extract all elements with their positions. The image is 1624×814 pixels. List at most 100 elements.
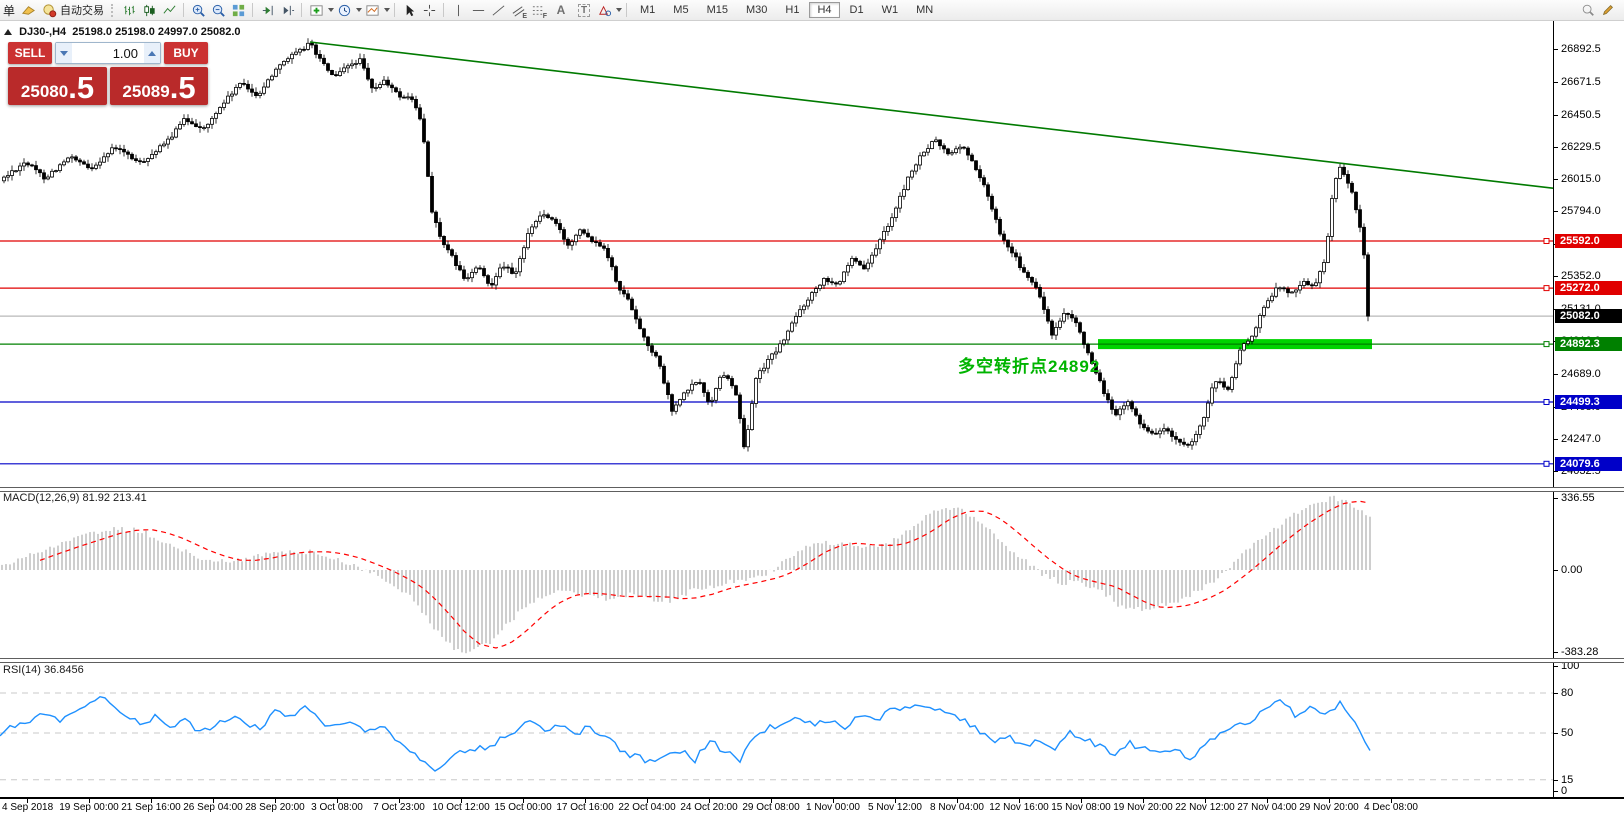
zoom-in-icon[interactable] (189, 1, 207, 19)
timeframe-M15[interactable]: M15 (706, 4, 728, 16)
price-26015.0-tick (1554, 179, 1558, 180)
panel-separator[interactable] (0, 487, 1624, 492)
fibo-sub-label: F (542, 13, 548, 20)
timeframe-H1[interactable]: H1 (785, 4, 800, 16)
date-label: 19 Sep 00:00 (59, 802, 119, 813)
date-label: 22 Nov 12:00 (1175, 802, 1235, 813)
toolbar-right-icons (1578, 1, 1618, 19)
volume-increase-button[interactable] (144, 43, 160, 63)
zoom-out-icon[interactable] (209, 1, 227, 19)
price-26229.5-label: 26229.5 (1561, 141, 1601, 153)
timeframe-MN[interactable]: MN (916, 4, 934, 16)
date-label: 26 Sep 04:00 (183, 802, 243, 813)
date-label: 19 Nov 20:00 (1113, 802, 1173, 813)
add-indicator-caret[interactable] (328, 8, 335, 12)
search-icon[interactable] (1579, 1, 1597, 19)
shapes-caret[interactable] (616, 8, 623, 12)
pencil-icon[interactable] (1599, 1, 1617, 19)
orders-menu-label[interactable]: 单 (3, 3, 16, 18)
autoscroll-icon[interactable] (258, 1, 276, 19)
buy-price-display[interactable]: 25089.5 (110, 67, 208, 105)
templates-caret[interactable] (384, 8, 391, 12)
new-order-icon[interactable] (19, 1, 37, 19)
toolbar-separator (301, 3, 303, 17)
macd-indicator-chart[interactable] (0, 490, 1553, 658)
date-tick (461, 799, 462, 803)
trendline-tool-icon[interactable] (489, 1, 507, 19)
low-value: 24997.0 (157, 26, 198, 38)
cursor-tool-icon[interactable] (400, 1, 418, 19)
date-label: 7 Oct 23:00 (373, 802, 425, 813)
crosshair-tool-icon[interactable] (420, 1, 438, 19)
volume-input[interactable] (72, 44, 144, 62)
price-24689.0-label: 24689.0 (1561, 368, 1601, 380)
rsi-axis-100-tick (1554, 666, 1558, 667)
buy-button[interactable]: BUY (164, 42, 208, 64)
channel-tool-icon[interactable]: E (509, 1, 527, 20)
timeframe-H4[interactable]: H4 (809, 2, 840, 18)
tile-windows-icon[interactable] (229, 1, 247, 19)
date-label: 4 Dec 08:00 (1364, 802, 1418, 813)
timeframe-W1[interactable]: W1 (881, 4, 899, 16)
symbol-ohlc-info: DJ30-,H4 25198.0 25198.0 24997.0 25082.0 (4, 26, 241, 38)
fibonacci-tool-icon[interactable]: F (529, 1, 548, 20)
candlestick-mode-icon[interactable] (140, 1, 158, 19)
date-tick (771, 799, 772, 803)
horizontal-line-tool-icon[interactable] (469, 1, 487, 19)
sell-price-main: 25080 (20, 82, 69, 101)
timeframe-D1[interactable]: D1 (849, 4, 864, 16)
date-label: 29 Nov 20:00 (1299, 802, 1359, 813)
sell-price-display[interactable]: 25080.5 (8, 67, 107, 105)
date-label: 8 Nov 04:00 (930, 802, 984, 813)
bar-chart-mode-icon[interactable] (120, 1, 138, 19)
macd-axis-336.55-label: 336.55 (1561, 492, 1595, 504)
line-chart-mode-icon[interactable] (160, 1, 178, 19)
add-indicator-icon[interactable] (307, 1, 325, 19)
rsi-axis-50-tick (1554, 733, 1558, 734)
panel-separator[interactable] (0, 658, 1624, 663)
price-axis[interactable]: 26892.5 26671.5 26450.5 26229.5 26015.0 25794… (1554, 20, 1624, 799)
volume-decrease-button[interactable] (56, 43, 72, 63)
vertical-line-tool-icon[interactable] (449, 1, 467, 19)
rsi-axis-0-label: 0 (1561, 785, 1568, 797)
autotrading-button[interactable]: 自动交易 (39, 1, 107, 19)
timeframe-M1[interactable]: M1 (640, 4, 656, 16)
candles[interactable] (2, 38, 1370, 452)
sell-price-big: .5 (68, 70, 95, 105)
rsi-indicator-chart[interactable] (0, 661, 1553, 797)
date-tick (1081, 799, 1082, 803)
price-26450.5-label: 26450.5 (1561, 109, 1601, 121)
price-tag-25592.0: 25592.0 (1555, 234, 1622, 248)
price-tag-25082.0: 25082.0 (1555, 309, 1622, 323)
shapes-tool-icon[interactable] (595, 1, 613, 19)
toolbar-separator (394, 3, 396, 17)
sell-button[interactable]: SELL (8, 42, 52, 64)
templates-icon[interactable] (363, 1, 381, 19)
macd-axis-336.55-tick (1554, 498, 1558, 499)
date-label: 12 Nov 16:00 (989, 802, 1049, 813)
volume-box (55, 42, 161, 64)
rsi-line (0, 695, 1371, 772)
date-label: 4 Sep 2018 (2, 802, 54, 813)
toolbar-grip (111, 3, 116, 17)
toolbar-separator (183, 3, 185, 17)
timeframe-M5[interactable]: M5 (673, 4, 689, 16)
periods-caret[interactable] (356, 8, 363, 12)
text-tool[interactable]: A (556, 3, 566, 17)
date-label: 10 Oct 12:00 (432, 802, 490, 813)
text-label-tool[interactable]: T (575, 1, 593, 19)
price-25352.0-label: 25352.0 (1561, 270, 1601, 282)
line-anchor-square (1543, 460, 1550, 467)
price-tag-24079.6: 24079.6 (1555, 457, 1622, 471)
chart-shift-icon[interactable] (278, 1, 296, 19)
periods-icon[interactable] (335, 1, 353, 19)
price-25794.0-tick (1554, 211, 1558, 212)
date-tick (957, 799, 958, 803)
date-tick (151, 799, 152, 803)
price-24689.0-tick (1554, 374, 1558, 375)
price-24247.0-tick (1554, 439, 1558, 440)
price-26015.0-label: 26015.0 (1561, 173, 1601, 185)
timeframe-M30[interactable]: M30 (745, 4, 768, 16)
price-26892.5-label: 26892.5 (1561, 43, 1601, 55)
main-price-chart[interactable] (0, 20, 1553, 487)
